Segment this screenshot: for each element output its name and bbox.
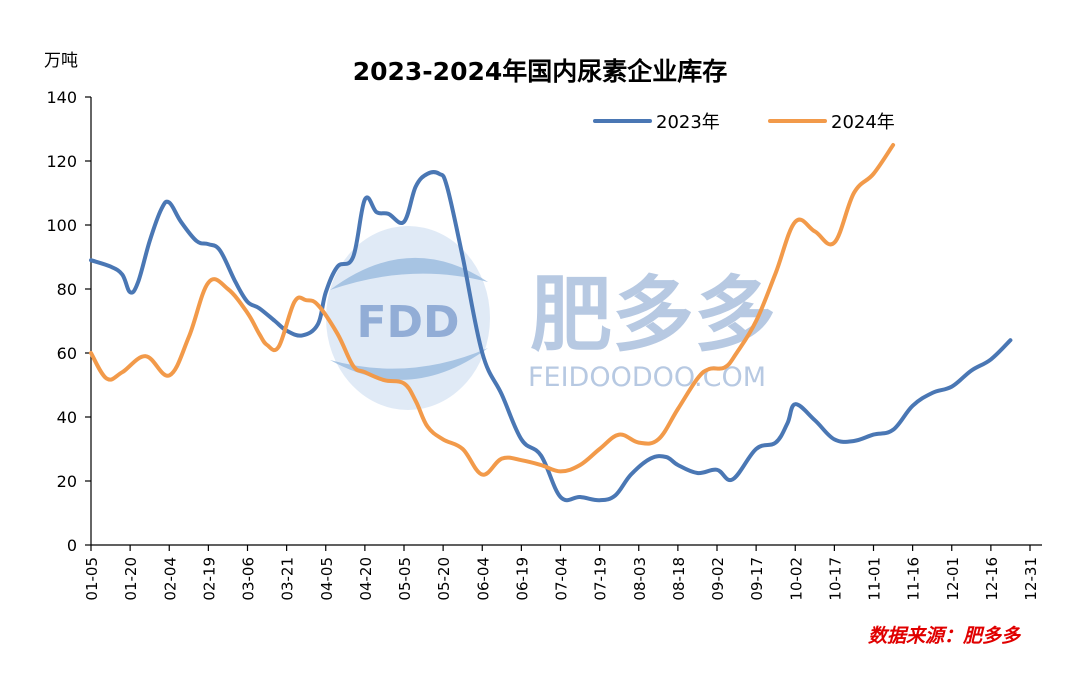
y-tick-label: 40	[57, 408, 77, 427]
x-tick-label: 03-06	[240, 557, 258, 601]
y-tick-label: 0	[67, 536, 77, 555]
watermark: FDD 肥多多 FEIDOODOO.COM	[326, 226, 776, 410]
legend-label-2023: 2023年	[656, 112, 720, 133]
watermark-site: FEIDOODOO.COM	[528, 362, 766, 393]
watermark-brand: 肥多多	[530, 268, 776, 363]
chart-title: 2023-2024年国内尿素企业库存	[353, 57, 728, 86]
x-tick-label: 04-05	[318, 557, 336, 601]
x-tick-label: 12-16	[983, 557, 1001, 601]
series-line-2023	[89, 170, 1013, 503]
y-tick-label: 140	[46, 88, 77, 107]
x-tick-label: 05-20	[435, 557, 453, 601]
y-axis-unit: 万吨	[44, 51, 78, 71]
x-tick-label: 10-17	[826, 557, 844, 601]
y-tick-label: 120	[46, 152, 77, 171]
x-tick-label: 09-17	[748, 557, 766, 601]
x-tick-label: 02-04	[161, 557, 179, 601]
y-tick-label: 20	[57, 472, 77, 491]
y-tick-label: 100	[46, 216, 77, 235]
x-tick-label: 11-16	[905, 557, 923, 601]
x-tick-label: 06-04	[474, 557, 492, 601]
watermark-logo: FDD	[326, 226, 490, 410]
x-tick-label: 08-18	[670, 557, 688, 601]
series-group	[89, 143, 1013, 503]
y-tick-label: 60	[57, 344, 77, 363]
x-tick-label: 09-02	[709, 557, 727, 601]
x-tick-label: 08-03	[631, 557, 649, 601]
x-tick-label: 01-20	[122, 557, 140, 601]
x-tick-label: 04-20	[357, 557, 375, 601]
x-tick-label: 05-05	[396, 557, 414, 601]
x-tick-label: 06-19	[513, 557, 531, 601]
legend-label-2024: 2024年	[831, 112, 895, 133]
x-tick-label: 07-19	[592, 557, 610, 601]
x-tick-label: 07-04	[553, 557, 571, 601]
watermark-logo-text: FDD	[356, 297, 459, 348]
x-tick-label: 10-02	[787, 557, 805, 601]
data-source: 数据来源：肥多多	[868, 625, 1022, 647]
x-tick-label: 12-01	[944, 557, 962, 601]
x-tick-label: 03-21	[279, 557, 297, 601]
x-tick-label: 01-05	[83, 557, 101, 601]
y-ticks: 0 20 40 60 80 100 120 140	[46, 88, 91, 555]
series-line-2024	[89, 143, 896, 477]
legend: 2023年 2024年	[593, 112, 895, 133]
x-tick-label: 02-19	[200, 557, 218, 601]
x-ticks: 01-05 01-20 02-04 02-19 03-06 03-21 04-05 04-20…	[83, 545, 1040, 601]
y-tick-label: 80	[57, 280, 77, 299]
x-tick-label: 12-31	[1022, 557, 1040, 601]
x-tick-label: 11-01	[866, 557, 884, 601]
